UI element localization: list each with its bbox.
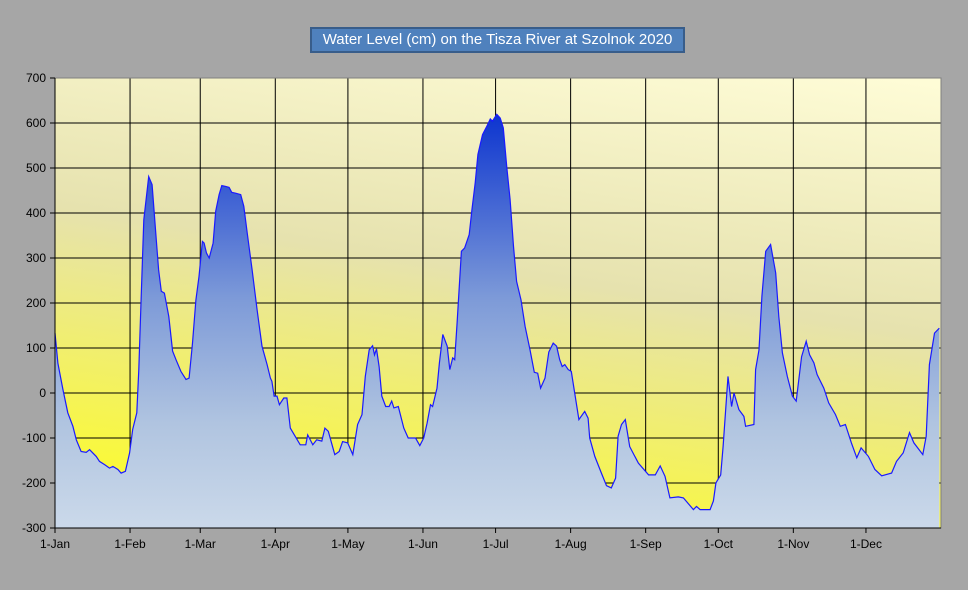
x-tick-label: 1-Sep (630, 537, 662, 551)
y-tick-label: -200 (22, 476, 46, 490)
y-tick-label: 300 (26, 251, 46, 265)
y-tick-label: -100 (22, 431, 46, 445)
x-tick-label: 1-Aug (555, 537, 587, 551)
y-tick-label: -300 (22, 521, 46, 535)
x-tick-label: 1-Jan (40, 537, 70, 551)
x-tick-label: 1-Apr (261, 537, 290, 551)
water-level-area (55, 114, 940, 529)
y-tick-label: 100 (26, 341, 46, 355)
y-tick-label: 400 (26, 206, 46, 220)
y-tick-label: 200 (26, 296, 46, 310)
x-tick-label: 1-Feb (114, 537, 146, 551)
y-tick-label: 500 (26, 161, 46, 175)
y-tick-label: 600 (26, 116, 46, 130)
x-tick-label: 1-Mar (185, 537, 216, 551)
axis-ticks: 700 600 500 400 300 200 100 0 -100 -200 -300 1-Jan 1… (22, 71, 882, 551)
x-tick-label: 1-Jul (483, 537, 509, 551)
x-tick-label: 1-Jun (408, 537, 438, 551)
x-tick-label: 1-May (331, 537, 364, 551)
chart-title: Water Level (cm) on the Tisza River at S… (310, 27, 685, 53)
x-tick-label: 1-Dec (850, 537, 882, 551)
x-tick-label: 1-Nov (777, 537, 809, 551)
y-tick-label: 0 (39, 386, 46, 400)
y-tick-label: 700 (26, 71, 46, 85)
water-level-line (54, 113, 940, 511)
x-tick-label: 1-Oct (704, 537, 734, 551)
